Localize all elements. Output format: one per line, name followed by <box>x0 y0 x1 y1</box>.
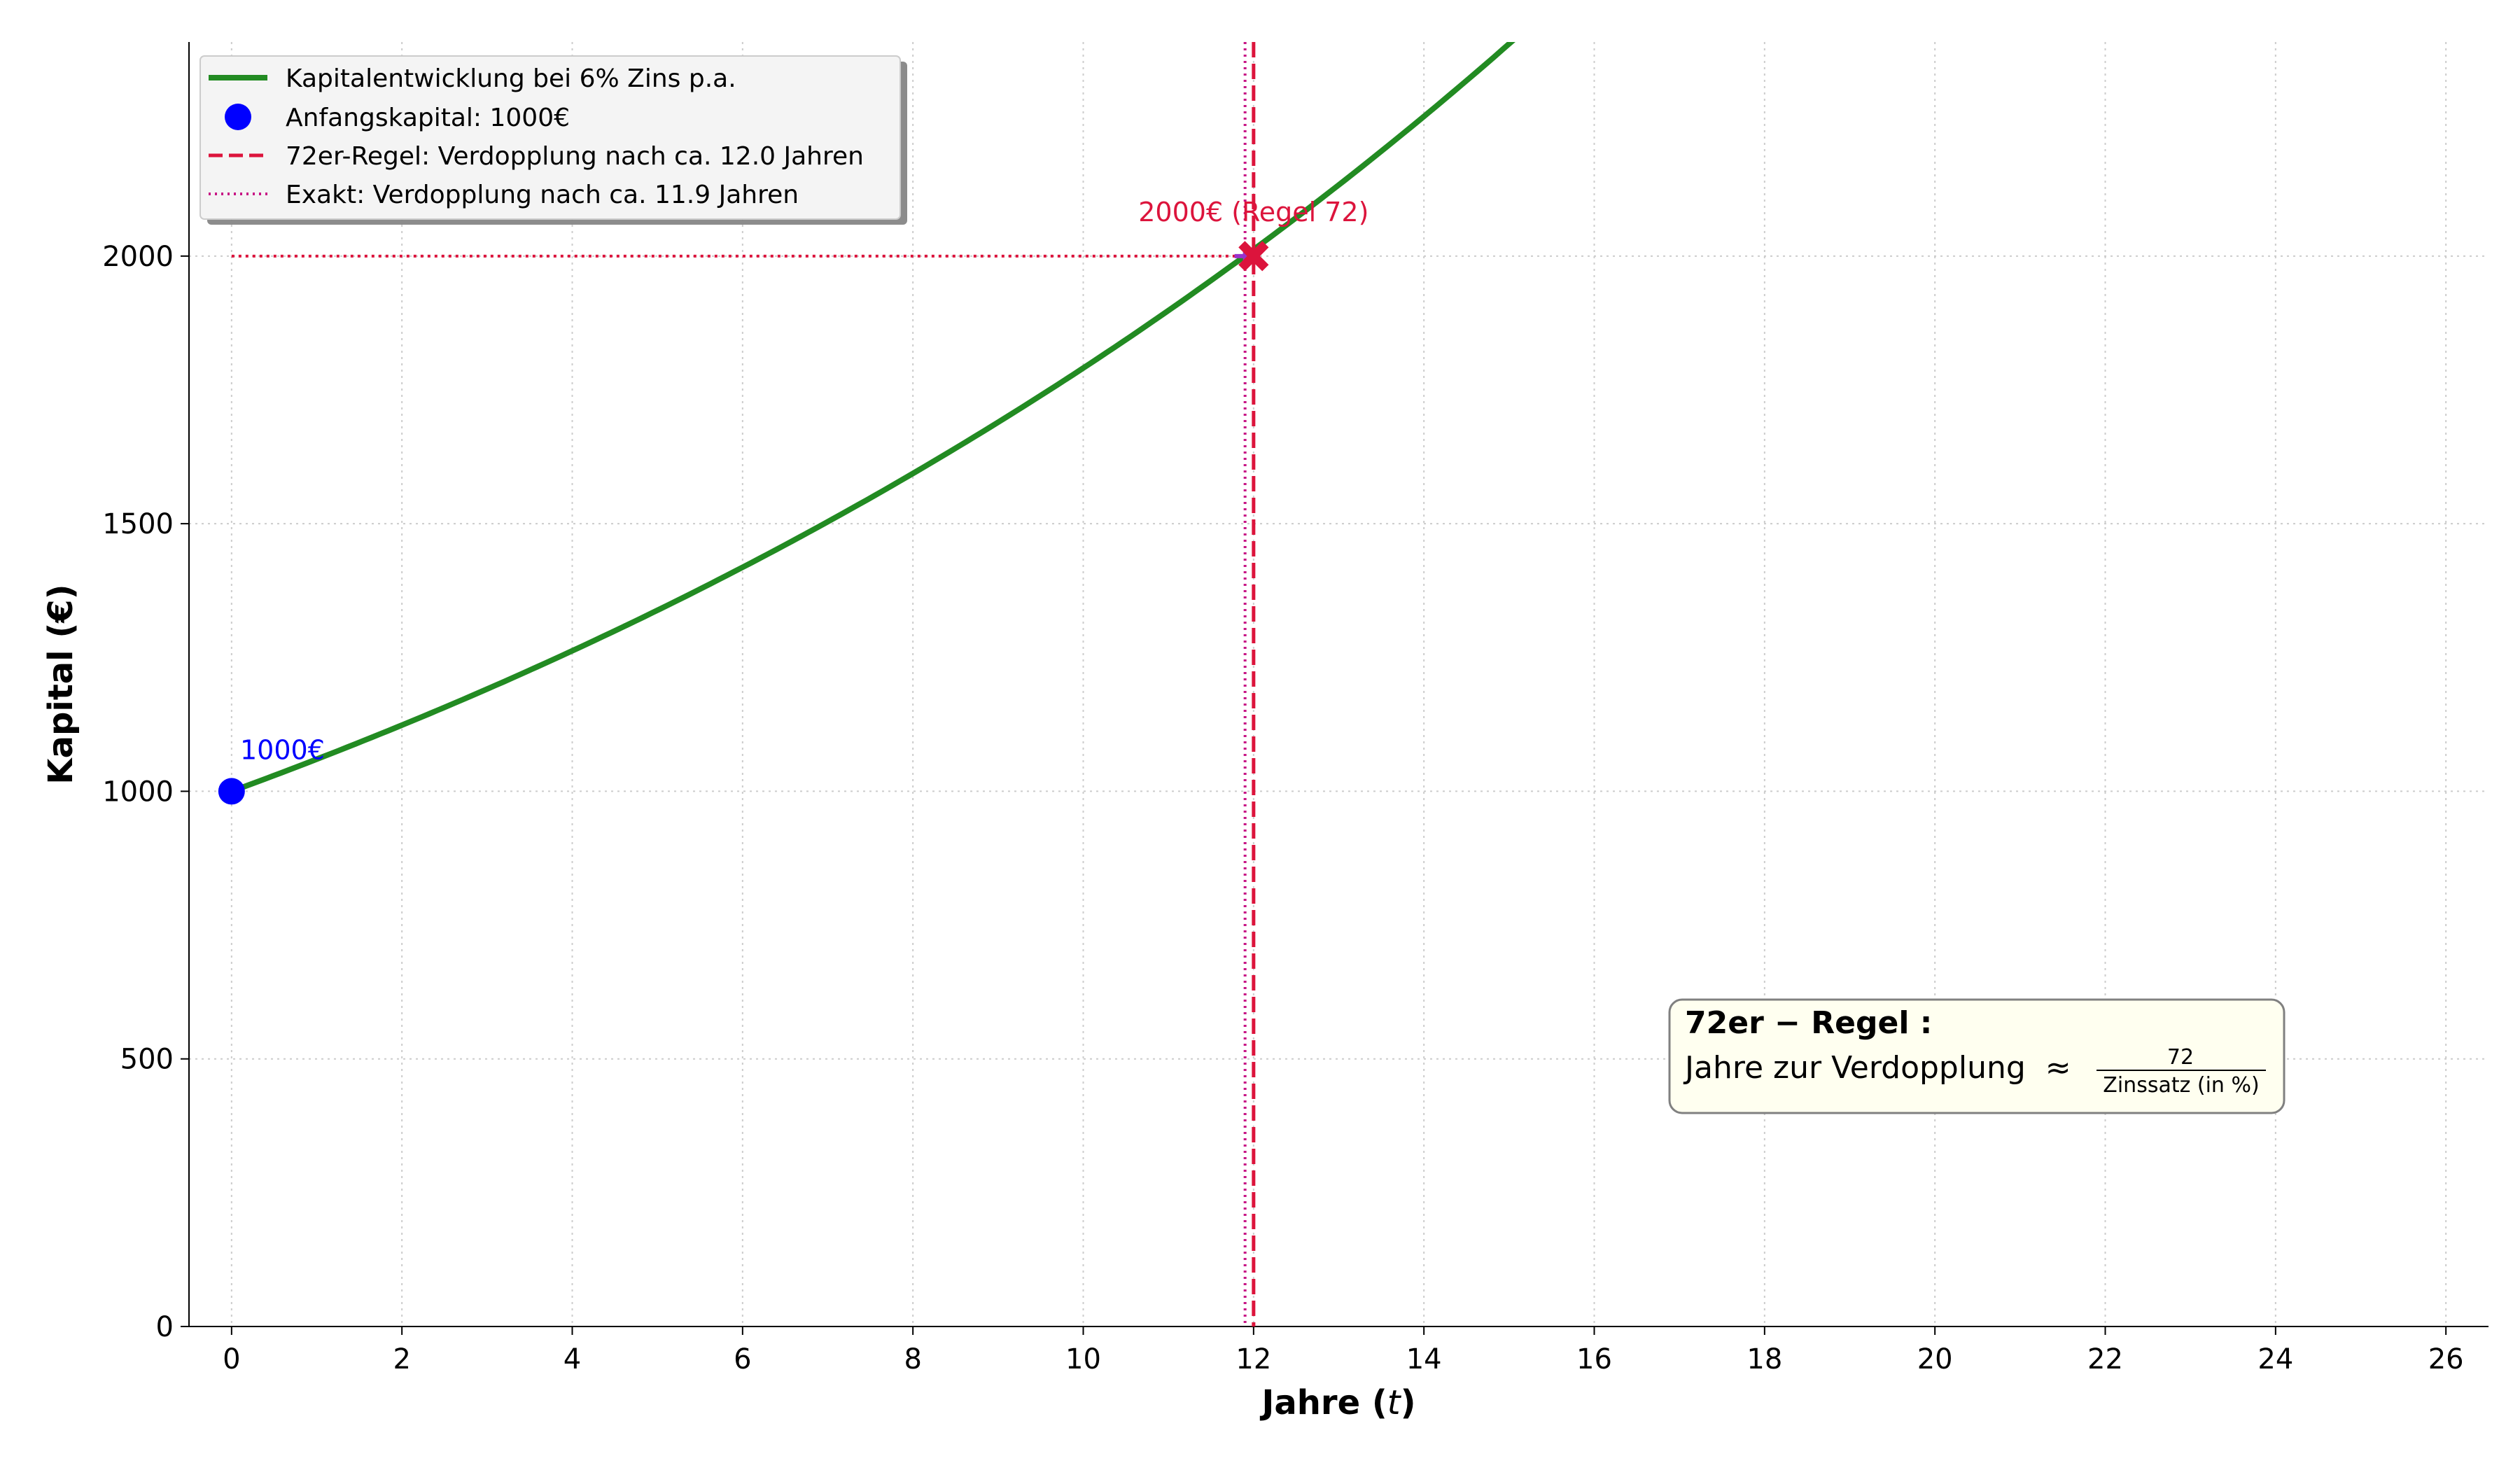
grid <box>189 42 2488 1327</box>
x-axis-title-variable: t <box>1387 1383 1402 1422</box>
x-tick-label: 20 <box>1917 1343 1953 1376</box>
x-axis-title: Jahre (t) <box>1259 1383 1415 1422</box>
info-box-numerator: 72 <box>2167 1045 2194 1070</box>
y-tick-label: 500 <box>120 1044 174 1076</box>
initial-capital-annotation: 1000€ <box>240 735 325 766</box>
y-tick-label: 1500 <box>102 508 174 540</box>
legend-entry-initial: Anfangskapital: 1000€ <box>225 104 570 132</box>
info-box-title: 72er − Regel : <box>1685 1005 1932 1041</box>
x-axis-title-text: Jahre ( <box>1259 1383 1387 1422</box>
initial-capital-point <box>218 778 245 805</box>
x-tick-label: 14 <box>1406 1343 1442 1376</box>
legend-entry-exact: Exakt: Verdopplung nach ca. 11.9 Jahren <box>209 181 799 209</box>
y-ticks: 0 500 1000 1500 2000 <box>102 241 189 1343</box>
x-tick-label: 6 <box>734 1343 751 1376</box>
legend-label: Anfangskapital: 1000€ <box>286 104 570 132</box>
x-tick-label: 4 <box>564 1343 581 1376</box>
y-tick-label: 1000 <box>102 776 174 808</box>
info-box: 72er − Regel : Jahre zur Verdopplung ≈ 7… <box>1668 998 2286 1114</box>
y-axis-title: Kapital (€) <box>41 584 80 784</box>
x-tick-label: 10 <box>1065 1343 1101 1376</box>
legend: Kapitalentwicklung bei 6% Zins p.a. Anfan… <box>200 55 907 225</box>
capital-growth-line <box>230 42 1516 794</box>
x-tick-label: 22 <box>2087 1343 2123 1376</box>
doubling-annotation: 2000€ (Regel 72) <box>1138 197 1368 227</box>
legend-entry-rule72: 72er-Regel: Verdopplung nach ca. 12.0 Ja… <box>209 142 864 171</box>
y-tick-label: 0 <box>156 1311 174 1343</box>
legend-swatch-point <box>225 104 251 130</box>
rule72-doubling-marker <box>1238 241 1269 272</box>
legend-entry-growth: Kapitalentwicklung bei 6% Zins p.a. <box>209 64 736 93</box>
x-ticks: 0 2 4 6 8 10 12 14 16 18 20 22 24 26 <box>223 1326 2464 1376</box>
x-tick-label: 16 <box>1576 1343 1612 1376</box>
series-layer <box>218 42 1516 1326</box>
x-tick-label: 0 <box>223 1343 240 1376</box>
legend-label: Kapitalentwicklung bei 6% Zins p.a. <box>286 64 736 93</box>
x-tick-label: 18 <box>1746 1343 1782 1376</box>
annotations: 1000€ 2000€ (Regel 72) <box>240 197 1368 765</box>
x-tick-label: 2 <box>393 1343 410 1376</box>
info-box-denominator: Zinssatz (in %) <box>2103 1073 2259 1098</box>
legend-label: 72er-Regel: Verdopplung nach ca. 12.0 Ja… <box>286 142 864 171</box>
x-tick-label: 24 <box>2258 1343 2293 1376</box>
y-tick-label: 2000 <box>102 241 174 273</box>
x-axis-title-close: ) <box>1401 1383 1416 1422</box>
legend-label: Exakt: Verdopplung nach ca. 11.9 Jahren <box>286 181 799 209</box>
info-box-background <box>1668 998 2286 1114</box>
x-tick-label: 12 <box>1236 1343 1271 1376</box>
x-tick-label: 8 <box>904 1343 921 1376</box>
legend-frame <box>200 55 901 220</box>
info-box-formula-text: Jahre zur Verdopplung ≈ <box>1683 1050 2071 1086</box>
x-tick-label: 26 <box>2428 1343 2464 1376</box>
axes <box>188 42 2488 1327</box>
